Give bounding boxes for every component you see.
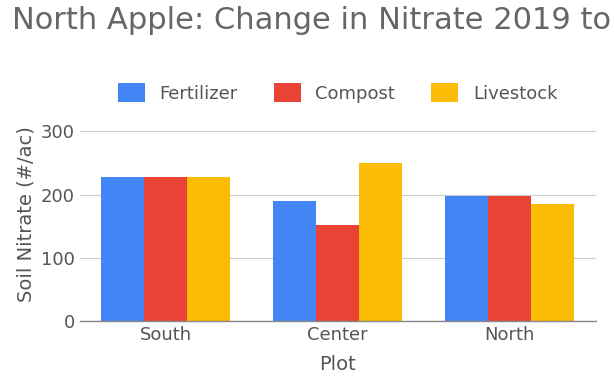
Bar — [445, 197, 488, 321]
Bar — [488, 197, 531, 321]
Y-axis label: Soil Nitrate (#/ac): Soil Nitrate (#/ac) — [17, 125, 36, 302]
Bar — [316, 225, 359, 321]
Bar — [187, 177, 230, 321]
Bar — [101, 177, 144, 321]
Bar — [273, 201, 316, 321]
Bar — [531, 204, 574, 321]
X-axis label: Plot: Plot — [319, 355, 356, 374]
Bar — [144, 177, 187, 321]
Text: North Apple: Change in Nitrate 2019 to 2020: North Apple: Change in Nitrate 2019 to 2… — [12, 6, 614, 35]
Legend: Fertilizer, Compost, Livestock: Fertilizer, Compost, Livestock — [111, 76, 565, 110]
Bar — [359, 163, 402, 321]
